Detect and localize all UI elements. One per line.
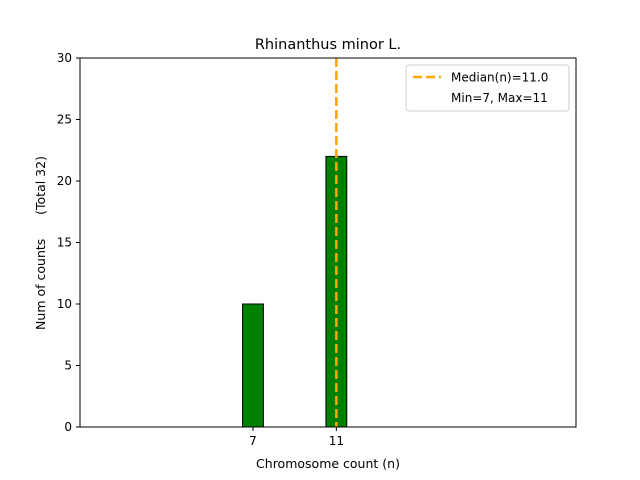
- chart-title: Rhinanthus minor L.: [255, 37, 401, 53]
- x-tick-label: 11: [329, 434, 344, 448]
- x-tick-label: 7: [249, 434, 257, 448]
- legend-entry-median: Median(n)=11.0: [451, 71, 548, 85]
- x-axis-label: Chromosome count (n): [256, 456, 400, 471]
- y-tick-label: 15: [57, 236, 72, 250]
- plot-area: [79, 57, 577, 428]
- y-tick-label: 20: [57, 174, 72, 188]
- x-axis: 7 11: [249, 427, 344, 448]
- y-axis-label: Num of counts (Total 32): [33, 156, 48, 330]
- y-axis: 0 5 10 15 20 25 30: [57, 51, 80, 434]
- legend-entry-minmax: Min=7, Max=11: [451, 91, 548, 105]
- y-tick-label: 5: [64, 359, 72, 373]
- bar: [242, 303, 264, 428]
- legend: Median(n)=11.0 Min=7, Max=11: [405, 64, 570, 112]
- y-tick-label: 10: [57, 297, 72, 311]
- y-tick-label: 25: [57, 113, 72, 127]
- y-tick-label: 0: [64, 420, 72, 434]
- y-tick-label: 30: [57, 51, 72, 65]
- legend-box: [405, 64, 570, 112]
